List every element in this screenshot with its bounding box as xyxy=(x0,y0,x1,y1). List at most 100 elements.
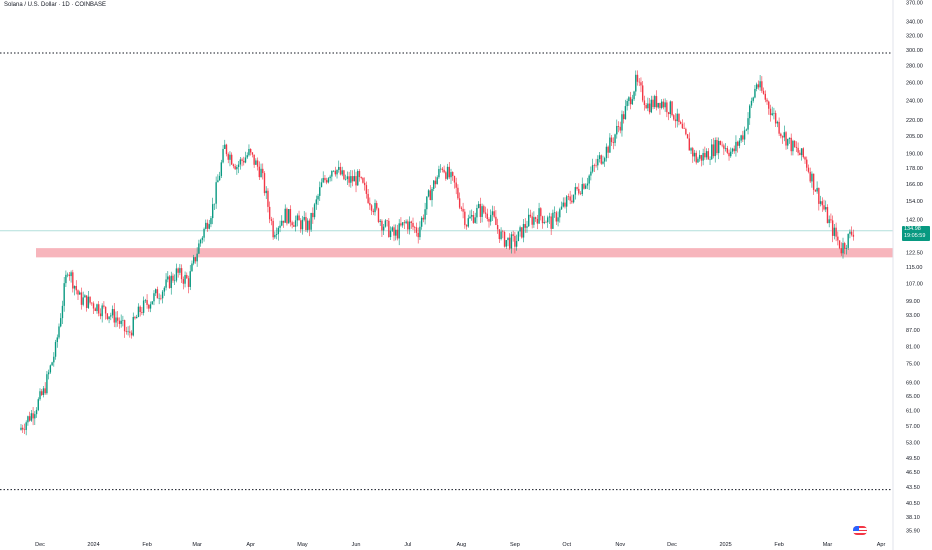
candle-body xyxy=(807,167,810,172)
candle-body xyxy=(315,199,318,205)
candle-body xyxy=(633,91,635,100)
candle-body xyxy=(503,232,506,247)
candle xyxy=(35,407,38,418)
candle-body xyxy=(557,217,559,222)
candle xyxy=(198,239,200,255)
candle xyxy=(619,121,621,134)
candle xyxy=(664,98,666,112)
candle xyxy=(543,215,545,225)
candle xyxy=(358,169,361,182)
candle xyxy=(189,265,191,291)
candle xyxy=(806,156,808,172)
candle xyxy=(300,218,302,233)
candle-body xyxy=(819,201,822,204)
candle xyxy=(631,94,634,105)
candle-body xyxy=(821,201,823,206)
candle xyxy=(65,270,67,287)
candle xyxy=(389,226,392,240)
x-tick-label: Sep xyxy=(510,542,520,548)
y-tick-label: 53.00 xyxy=(906,440,920,446)
candle xyxy=(46,371,48,395)
candle-body xyxy=(433,180,435,189)
candle-body xyxy=(429,190,431,201)
candle-body xyxy=(110,315,112,317)
candle-body xyxy=(700,155,703,161)
candle xyxy=(771,106,773,117)
candle-body xyxy=(650,99,653,113)
y-tick-label: 81.00 xyxy=(906,344,920,350)
candle-body xyxy=(738,140,741,146)
candle-body xyxy=(628,97,630,102)
candle-body xyxy=(260,168,262,178)
candle-body xyxy=(764,93,766,100)
candle-body xyxy=(327,178,330,183)
us-flag-icon[interactable] xyxy=(853,526,867,535)
candle xyxy=(401,222,404,228)
y-tick-label: 69.00 xyxy=(906,381,920,387)
candle xyxy=(441,167,444,173)
candle xyxy=(707,148,710,160)
candle xyxy=(567,193,570,201)
candle xyxy=(274,231,276,239)
candle-body xyxy=(735,141,737,152)
candle xyxy=(415,222,418,237)
candle xyxy=(652,95,654,110)
candle xyxy=(702,148,704,166)
candle-body xyxy=(410,221,412,223)
candle xyxy=(693,149,696,162)
candle xyxy=(294,215,297,232)
candle xyxy=(797,142,799,156)
candle xyxy=(377,207,380,224)
candle-body xyxy=(610,137,613,143)
candle-body xyxy=(201,237,204,240)
candle-body xyxy=(293,225,295,227)
candle xyxy=(310,212,312,232)
candle xyxy=(458,192,461,210)
candle xyxy=(557,211,559,227)
candle xyxy=(196,247,198,267)
candle-body xyxy=(382,226,385,231)
candle xyxy=(612,137,615,150)
candle-body xyxy=(208,224,210,229)
candle-body xyxy=(170,275,172,288)
candle-body xyxy=(731,148,734,152)
candle xyxy=(745,128,748,132)
candle-body xyxy=(788,137,791,139)
candle xyxy=(474,212,476,224)
candle xyxy=(222,144,224,164)
candle xyxy=(521,227,523,239)
candle xyxy=(811,171,813,188)
candle-body xyxy=(496,224,499,230)
candle-body xyxy=(300,220,302,230)
candle xyxy=(308,218,311,237)
candle xyxy=(831,215,834,243)
candle-body xyxy=(733,148,735,152)
candle xyxy=(749,104,751,125)
candle xyxy=(479,197,482,223)
candle xyxy=(167,271,169,283)
candle-body xyxy=(452,172,454,176)
candle xyxy=(70,270,72,283)
candle xyxy=(766,97,768,105)
candle xyxy=(160,294,162,301)
candle-body xyxy=(740,135,742,141)
candle xyxy=(92,301,95,314)
candle-body xyxy=(776,121,779,124)
candle-body xyxy=(96,304,98,312)
candle-body xyxy=(686,134,689,139)
candle-body xyxy=(239,159,242,165)
candle xyxy=(507,237,509,247)
candle-body xyxy=(389,230,392,238)
candle xyxy=(419,221,421,241)
candle xyxy=(388,217,390,238)
candle-body xyxy=(728,152,730,157)
candle xyxy=(141,307,143,315)
candle xyxy=(712,137,715,159)
candle xyxy=(384,218,387,228)
candle-body xyxy=(716,140,718,154)
candle xyxy=(289,205,292,227)
candle-body xyxy=(106,313,109,320)
candle xyxy=(47,369,50,380)
candle-body xyxy=(526,226,528,228)
candle xyxy=(426,196,428,215)
